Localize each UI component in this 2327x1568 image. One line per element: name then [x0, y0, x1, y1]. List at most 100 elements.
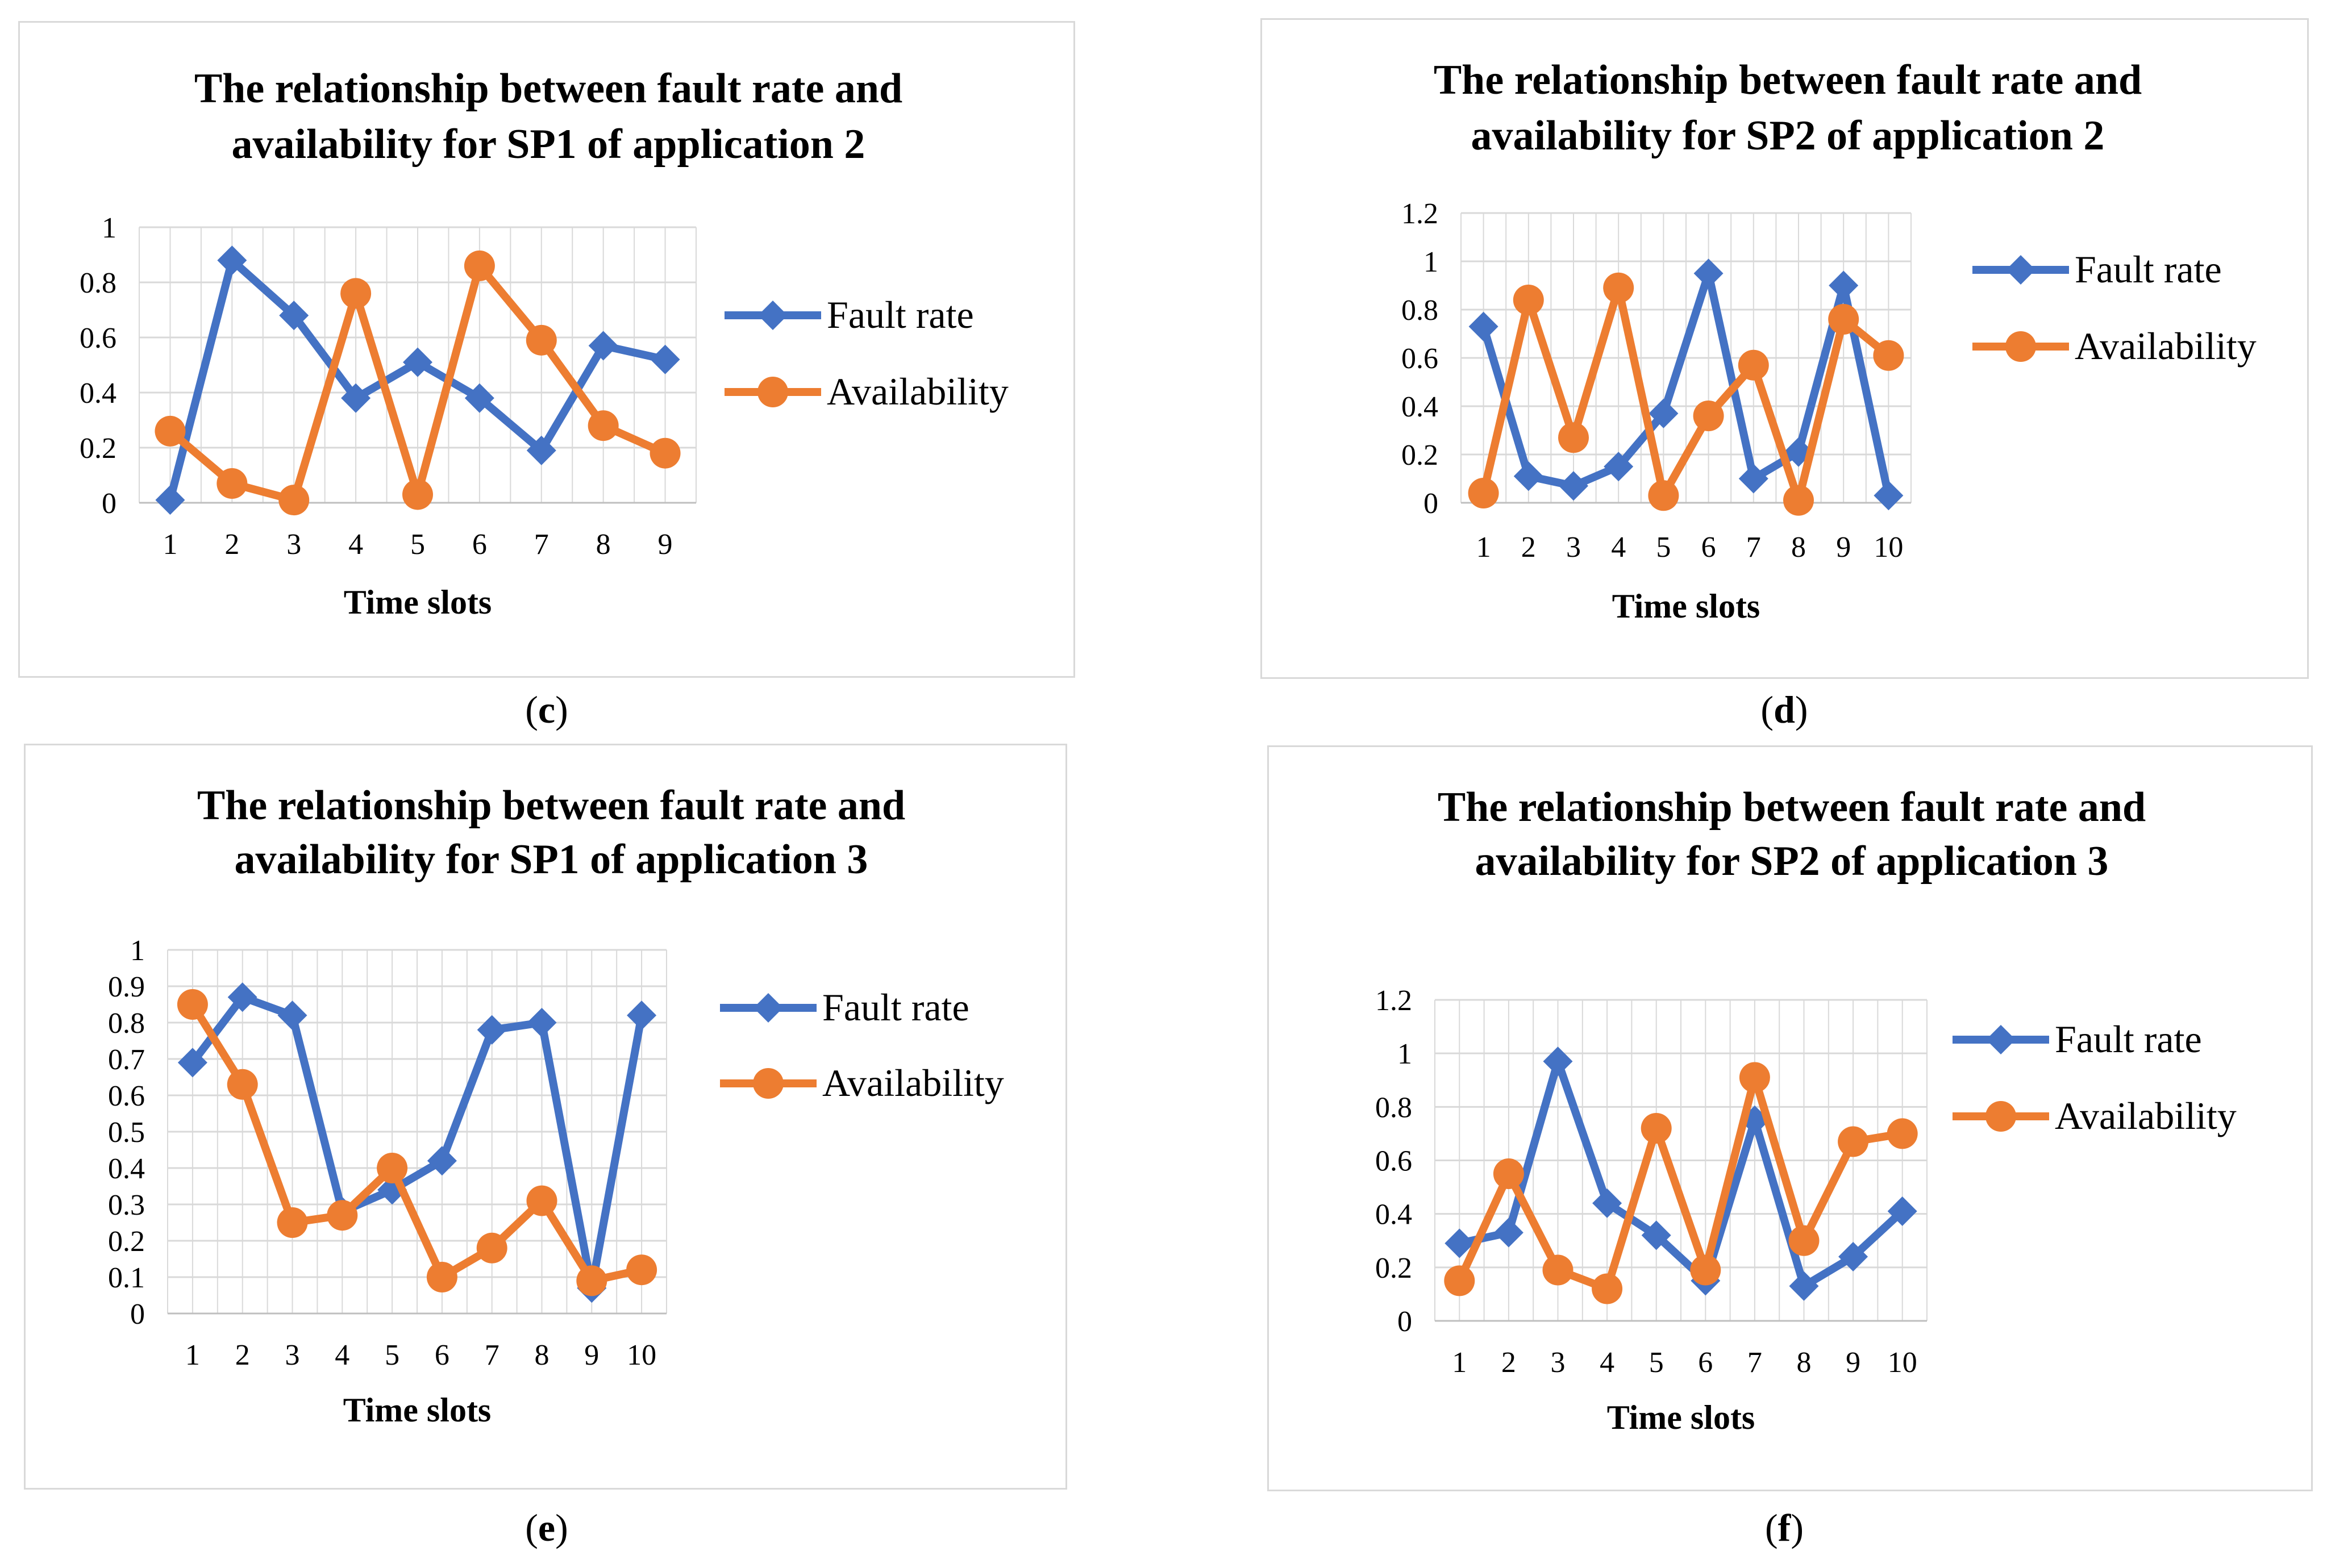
data-point-circle: [1788, 1225, 1820, 1256]
y-tick-label: 0.4: [80, 377, 116, 410]
data-point-diamond: [1829, 270, 1859, 301]
data-point-circle: [1592, 1273, 1623, 1304]
x-axis-label: Time slots: [343, 1391, 492, 1429]
series-availability: [177, 989, 657, 1296]
y-tick-label: 0.5: [108, 1116, 145, 1149]
x-tick-label: 8: [535, 1339, 550, 1371]
data-point-diamond: [1641, 1220, 1671, 1250]
chart-title-line: availability for SP1 of application 3: [235, 836, 868, 883]
data-point-circle: [526, 1185, 557, 1216]
data-point-diamond: [1468, 311, 1498, 341]
data-point-diamond: [650, 344, 680, 374]
data-point-diamond: [1493, 1217, 1523, 1248]
legend-label: Availability: [2075, 324, 2257, 368]
x-tick-label: 3: [285, 1339, 300, 1371]
y-tick-label: 1.2: [1375, 985, 1412, 1017]
data-point-circle: [626, 1254, 657, 1286]
y-tick-label: 0.2: [1401, 439, 1438, 472]
series-fault-rate: [155, 245, 680, 515]
chart-panel-c: The relationship between fault rate and a…: [18, 21, 1075, 678]
data-point-circle: [576, 1265, 607, 1296]
data-point-diamond: [527, 1008, 557, 1037]
data-point-circle: [277, 1207, 308, 1238]
legend: Fault rate Availability: [720, 986, 1004, 1104]
y-tick-label: 0.2: [108, 1225, 145, 1258]
legend-label: Fault rate: [827, 293, 974, 336]
x-tick-label: 4: [348, 528, 363, 561]
x-tick-label: 6: [1698, 1346, 1713, 1379]
data-point-circle: [177, 989, 208, 1020]
chart-panel-d: The relationship between fault rate and a…: [1260, 18, 2309, 679]
x-tick-label: 10: [627, 1339, 656, 1371]
series-line: [189, 993, 646, 1292]
x-tick-label: 10: [1874, 531, 1903, 564]
legend-marker-diamond: [1986, 1025, 2016, 1054]
data-point-circle: [526, 324, 557, 356]
x-tick-label: 5: [1656, 531, 1671, 564]
data-point-diamond: [477, 1015, 507, 1045]
series-line: [189, 1002, 643, 1285]
y-tick-label: 0.1: [108, 1262, 145, 1294]
data-point-circle: [464, 250, 495, 281]
legend: Fault rate Availability: [1972, 248, 2257, 368]
y-tick-label: 0: [1423, 487, 1438, 520]
data-point-circle: [278, 485, 310, 516]
data-point-diamond: [1738, 464, 1768, 494]
data-point-circle: [426, 1262, 457, 1292]
data-point-circle: [1873, 340, 1904, 371]
data-point-diamond: [403, 347, 432, 377]
data-point-circle: [1493, 1158, 1524, 1190]
line-chart-d: The relationship between fault rate and a…: [1401, 57, 2257, 625]
data-point-circle: [1641, 1113, 1672, 1144]
gridlines: [139, 226, 697, 504]
data-point-diamond: [279, 301, 309, 331]
y-tick-label: 1: [102, 212, 116, 244]
y-tick-label: 0.8: [1375, 1091, 1412, 1124]
legend-marker-circle: [753, 1068, 784, 1099]
data-point-diamond: [1693, 258, 1724, 289]
x-tick-label: 2: [235, 1339, 250, 1371]
legend-label: Availability: [822, 1061, 1004, 1104]
series-availability: [1444, 1062, 1918, 1304]
line-chart-e: The relationship between fault rate and a…: [108, 782, 1004, 1429]
data-point-circle: [217, 468, 248, 499]
y-tick-label: 1: [1397, 1038, 1412, 1070]
chart-title-line: availability for SP2 of application 2: [1471, 112, 2105, 159]
data-point-circle: [650, 437, 681, 469]
legend-marker-circle: [757, 377, 788, 407]
data-point-circle: [1648, 480, 1679, 511]
caption-c: (c): [525, 688, 568, 731]
legend-label: Fault rate: [2075, 248, 2222, 291]
legend-marker-circle: [1985, 1101, 2016, 1132]
y-tick-label: 1.2: [1401, 198, 1438, 230]
legend-label: Fault rate: [822, 986, 969, 1029]
y-tick-label: 0.6: [80, 322, 116, 355]
x-tick-label: 5: [410, 528, 425, 561]
chart-title-line: The relationship between fault rate and: [1438, 784, 2146, 831]
x-tick-label: 1: [185, 1339, 200, 1371]
chart-title-line: The relationship between fault rate and: [194, 65, 902, 112]
x-tick-label: 6: [472, 528, 487, 561]
data-point-circle: [1738, 349, 1769, 381]
data-point-diamond: [427, 1146, 457, 1176]
data-point-diamond: [227, 982, 257, 1012]
y-tick-label: 0.4: [108, 1153, 145, 1185]
y-tick-label: 0.4: [1375, 1199, 1412, 1231]
data-point-diamond: [1513, 461, 1543, 491]
line-chart-c: The relationship between fault rate and a…: [80, 65, 1009, 621]
series-line: [1479, 283, 1891, 504]
data-point-circle: [340, 278, 372, 309]
y-tick-label: 1: [130, 935, 145, 967]
chart-title-line: availability for SP2 of application 3: [1475, 838, 2109, 885]
y-tick-label: 0.6: [1375, 1145, 1412, 1178]
data-point-circle: [1838, 1126, 1869, 1157]
series-line: [1455, 1073, 1903, 1293]
data-point-diamond: [1604, 452, 1634, 482]
data-point-circle: [1690, 1254, 1721, 1286]
y-tick-label: 0.8: [108, 1007, 145, 1040]
chart-panel-e: The relationship between fault rate and a…: [24, 744, 1067, 1490]
x-tick-label: 10: [1888, 1346, 1917, 1379]
x-tick-label: 9: [584, 1339, 599, 1371]
data-point-circle: [1542, 1254, 1573, 1286]
legend-marker-diamond: [2006, 255, 2035, 285]
